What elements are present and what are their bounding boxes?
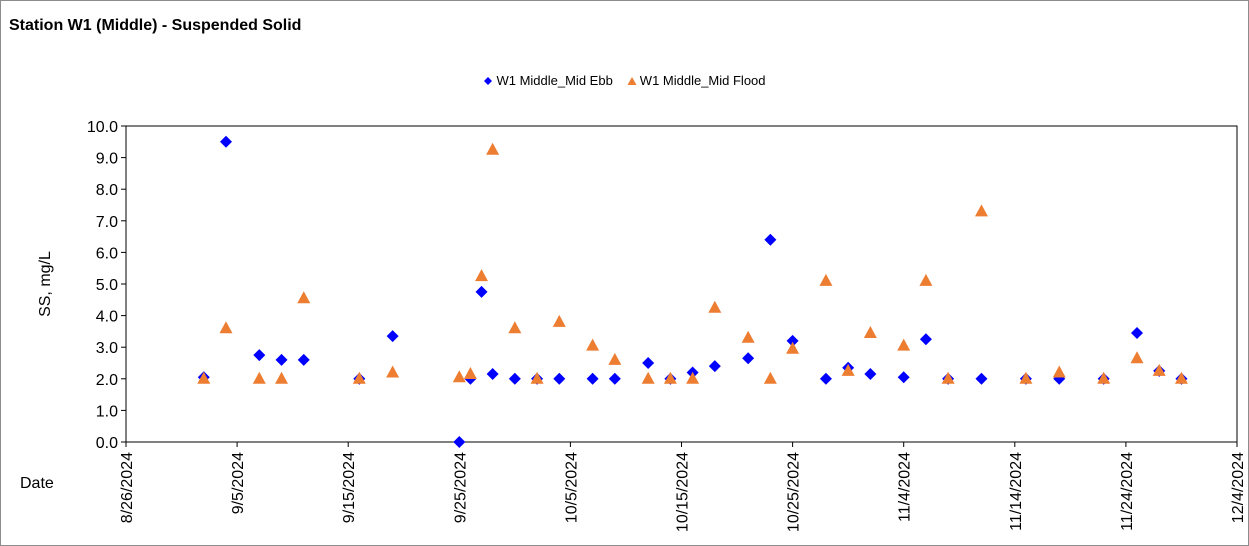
data-point-diamond (475, 285, 488, 298)
data-point-triangle (386, 365, 400, 378)
data-point-triangle (463, 367, 477, 380)
legend-marker-diamond (484, 76, 493, 85)
data-point-triangle (508, 321, 522, 334)
data-point-triangle (552, 314, 566, 327)
data-point-triangle (708, 300, 722, 313)
data-point-diamond (586, 372, 599, 385)
legend-item-ebb: W1 Middle_Mid Ebb (483, 73, 613, 88)
chart-title: Station W1 (Middle) - Suspended Solid (9, 17, 302, 34)
data-point-diamond (553, 372, 566, 385)
data-point-triangle (1130, 351, 1144, 364)
data-point-triangle (663, 371, 677, 384)
y-tick-label: 1.0 (96, 403, 118, 420)
data-point-diamond (297, 353, 310, 366)
data-point-diamond (819, 372, 832, 385)
data-point-diamond (708, 360, 721, 373)
data-point-triangle (741, 330, 755, 343)
y-tick-label: 10.0 (87, 119, 118, 136)
data-point-triangle (530, 371, 544, 384)
data-point-diamond (275, 353, 288, 366)
data-point-triangle (1174, 371, 1188, 384)
data-point-triangle (197, 371, 211, 384)
data-point-triangle (352, 371, 366, 384)
data-point-triangle (475, 269, 489, 282)
plot-area (125, 125, 1238, 443)
data-point-triangle (275, 371, 289, 384)
y-tick-label: 4.0 (96, 309, 118, 326)
data-point-diamond (219, 135, 232, 148)
data-point-diamond (508, 372, 521, 385)
data-point-diamond (897, 371, 910, 384)
data-point-triangle (486, 142, 500, 155)
y-tick-label: 6.0 (96, 245, 118, 262)
data-point-diamond (1131, 326, 1144, 339)
x-tick-label: 9/5/2024 (230, 452, 247, 514)
series-flood (197, 142, 1188, 384)
data-point-diamond (919, 333, 932, 346)
legend-label-flood: W1 Middle_Mid Flood (639, 73, 766, 88)
data-point-triangle (786, 341, 800, 354)
data-point-diamond (864, 368, 877, 381)
data-point-triangle (863, 325, 877, 338)
data-point-triangle (1052, 365, 1066, 378)
y-tick-label: 8.0 (96, 182, 118, 199)
y-tick-label: 9.0 (96, 151, 118, 168)
data-point-triangle (641, 371, 655, 384)
x-tick-label: 11/14/2024 (1008, 452, 1025, 531)
x-axis-label: Date (20, 475, 54, 492)
legend-label-ebb: W1 Middle_Mid Ebb (496, 73, 613, 88)
data-point-diamond (764, 233, 777, 246)
data-point-triangle (941, 371, 955, 384)
x-tick-label: 11/24/2024 (1119, 452, 1136, 531)
data-point-triangle (841, 363, 855, 376)
legend-marker-triangle (627, 76, 637, 85)
series-ebb (197, 135, 1188, 448)
x-tick-label: 9/25/2024 (452, 452, 469, 523)
data-point-triangle (1152, 363, 1166, 376)
y-tick-label: 5.0 (96, 277, 118, 294)
data-point-triangle (1019, 371, 1033, 384)
data-point-triangle (919, 273, 933, 286)
y-tick-label: 7.0 (96, 214, 118, 231)
x-tick-label: 10/5/2024 (563, 452, 580, 523)
series-layer (197, 135, 1188, 448)
data-point-triangle (686, 371, 700, 384)
data-point-diamond (253, 349, 266, 362)
y-axis: 0.0 1.0 2.0 3.0 4.0 5.0 6.0 7.0 8.0 9.0 10.0 (87, 119, 126, 452)
data-point-diamond (742, 352, 755, 365)
data-point-triangle (819, 273, 833, 286)
legend-item-flood: W1 Middle_Mid Flood (627, 73, 766, 88)
data-point-triangle (252, 371, 266, 384)
y-tick-label: 3.0 (96, 340, 118, 357)
data-point-diamond (642, 357, 655, 369)
data-point-triangle (608, 352, 622, 365)
x-tick-label: 10/25/2024 (786, 452, 803, 532)
data-point-diamond (386, 330, 399, 343)
data-point-triangle (1097, 371, 1111, 384)
data-point-diamond (453, 436, 466, 448)
data-point-diamond (786, 334, 799, 347)
y-tick-label: 0.0 (96, 435, 118, 452)
data-point-triangle (897, 338, 911, 351)
x-tick-label: 11/4/2024 (897, 452, 914, 522)
data-point-triangle (974, 204, 988, 217)
x-axis: 8/26/2024 9/5/2024 9/15/2024 9/25/2024 10/5/… (119, 442, 1247, 532)
data-point-triangle (297, 291, 311, 304)
data-point-triangle (586, 338, 600, 351)
y-tick-label: 2.0 (96, 372, 118, 389)
x-tick-label: 10/15/2024 (675, 452, 692, 532)
data-point-diamond (608, 372, 621, 385)
x-tick-label: 8/26/2024 (119, 452, 136, 523)
data-point-triangle (452, 370, 466, 383)
legend: W1 Middle_Mid Ebb W1 Middle_Mid Flood (0, 73, 1249, 88)
data-point-triangle (219, 321, 233, 334)
data-point-diamond (486, 368, 499, 381)
data-point-triangle (763, 371, 777, 384)
x-tick-label: 12/4/2024 (1230, 452, 1247, 523)
data-point-diamond (975, 372, 988, 385)
x-tick-label: 9/15/2024 (341, 452, 358, 523)
